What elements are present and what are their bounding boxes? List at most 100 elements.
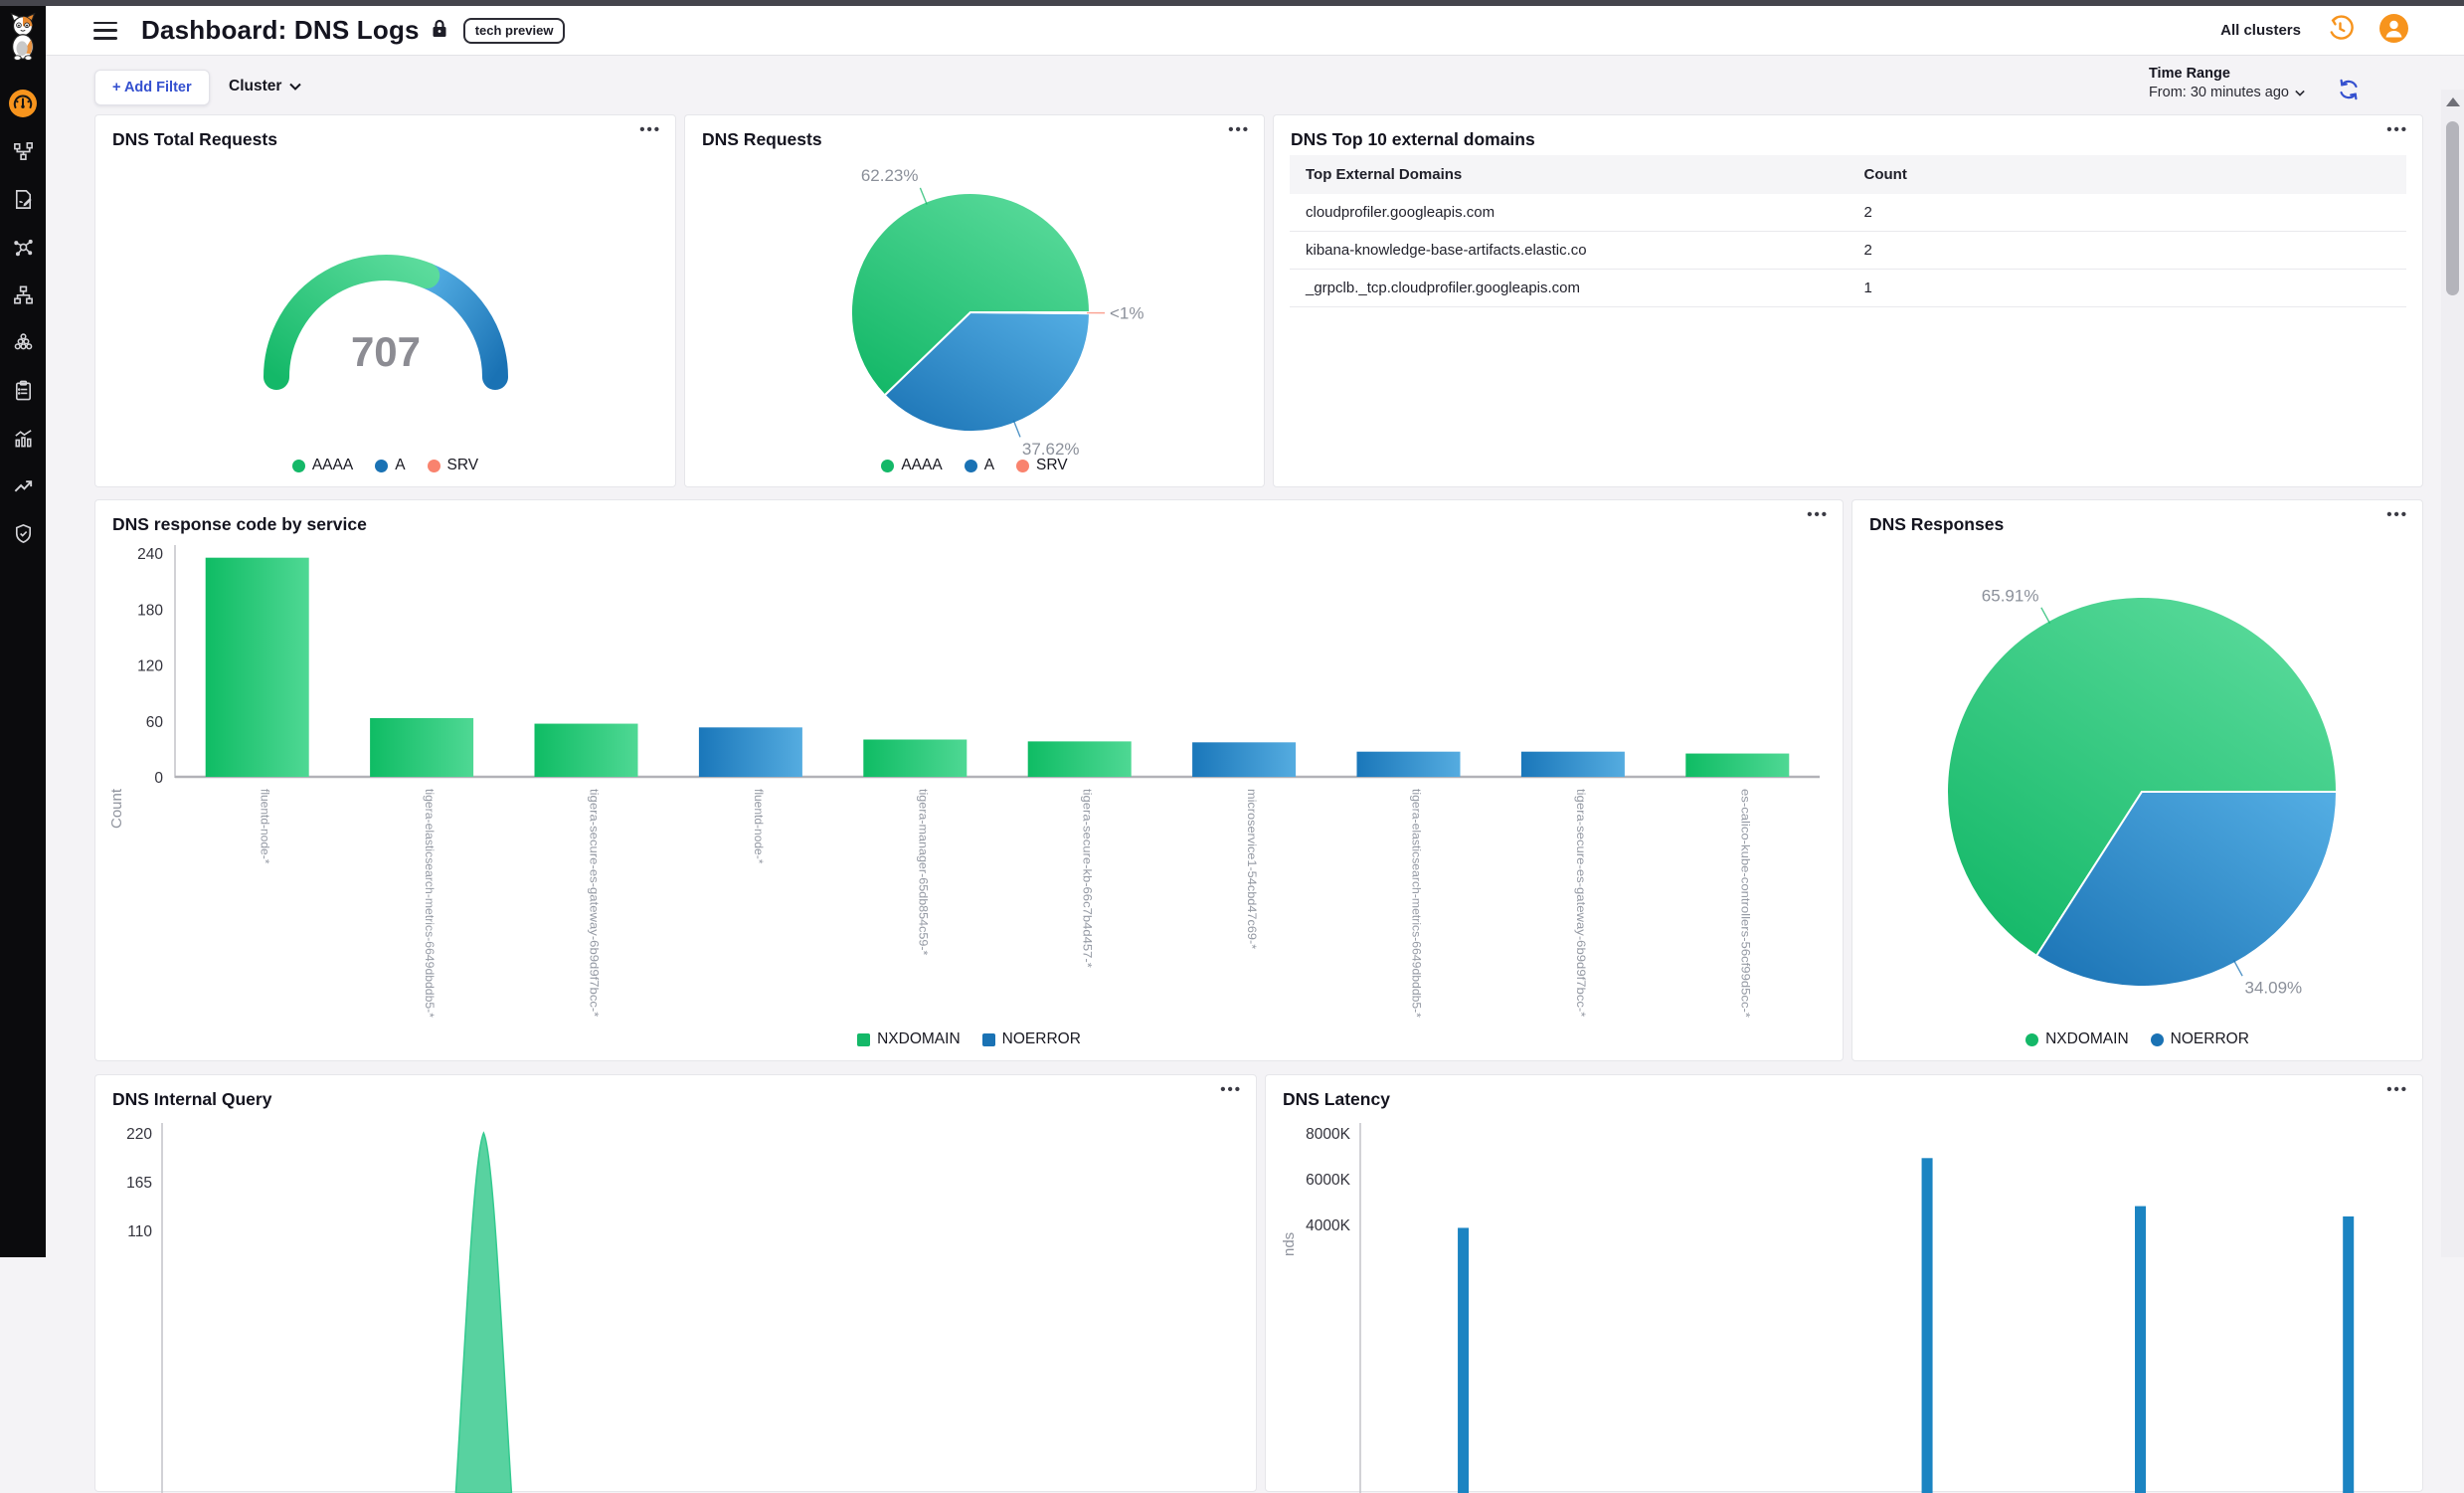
gauge-arc-a[interactable] [427, 276, 495, 377]
x-category-label: tigera-elasticsearch-metrics-6649dbddb5-… [1410, 789, 1424, 1018]
latency-bar[interactable] [2135, 1207, 2146, 1493]
scrollbar-up-arrow[interactable] [2446, 97, 2460, 106]
legend-item[interactable]: NXDOMAIN [2025, 1030, 2129, 1048]
calico-cat-logo[interactable] [5, 12, 41, 67]
sidebar-item-network-sets[interactable] [8, 280, 38, 309]
bar-tigera-elasticsearch-metrics-6649dbddb5-*[interactable] [370, 718, 473, 777]
bar-fluentd-node-*[interactable] [699, 727, 802, 777]
legend-marker [1016, 460, 1029, 472]
y-tick-label: 110 [127, 1223, 152, 1240]
window-top-strip [0, 0, 2464, 6]
panel-options-button[interactable]: ••• [2386, 121, 2408, 138]
legend-item[interactable]: NOERROR [2151, 1030, 2249, 1048]
hamburger-menu-icon[interactable] [93, 22, 117, 40]
legend-label: AAAA [312, 457, 353, 474]
x-category-label: tigera-manager-65db854c59-* [916, 789, 930, 956]
legend-marker [881, 460, 894, 472]
panel-options-button[interactable]: ••• [2386, 506, 2408, 523]
pie-percent-label: 34.09% [2245, 979, 2303, 998]
bar-tigera-manager-65db854c59-*[interactable] [863, 740, 967, 778]
legend-marker [2025, 1033, 2038, 1046]
scrollbar-thumb[interactable] [2446, 121, 2459, 295]
legend-item[interactable]: NXDOMAIN [857, 1030, 961, 1048]
latency-bar[interactable] [1458, 1227, 1469, 1493]
legend-marker [965, 460, 977, 472]
latency-bar[interactable] [2343, 1216, 2354, 1493]
table-column-header: Count [1848, 155, 2407, 194]
legend-item[interactable]: SRV [1016, 457, 1068, 474]
sidebar-item-compliance[interactable] [8, 375, 38, 405]
bar-tigera-secure-es-gateway-6b9d9f7bcc-*[interactable] [1521, 752, 1625, 777]
panel-options-button[interactable]: ••• [639, 121, 661, 138]
legend-item[interactable]: AAAA [292, 457, 353, 474]
trend-arrow-icon [12, 474, 35, 497]
latency-bar[interactable] [1922, 1158, 1933, 1493]
area-series-spike[interactable] [455, 1133, 511, 1493]
panel-title: DNS Latency [1283, 1089, 1390, 1110]
filter-bar: + Add Filter Cluster Time Range From: 30… [46, 56, 2464, 114]
sidebar-item-security[interactable] [8, 518, 38, 548]
vertical-scrollbar [2441, 90, 2464, 1257]
table-cell: 2 [1848, 194, 2407, 232]
bar-tigera-elasticsearch-metrics-6649dbddb5-*[interactable] [1357, 752, 1461, 777]
x-category-label: tigera-secure-es-gateway-6b9d9f7bcc-* [1574, 789, 1588, 1018]
cluster-filter-dropdown[interactable]: Cluster [229, 78, 301, 95]
bar-microservice1-54cbd47c69-*[interactable] [1192, 742, 1296, 777]
bar-fluentd-node-*[interactable] [206, 558, 309, 777]
pie-label-leader [2041, 608, 2050, 624]
legend-marker [375, 460, 388, 472]
panel-options-button[interactable]: ••• [1228, 121, 1250, 138]
lock-icon [432, 19, 447, 43]
legend-label: AAAA [901, 457, 942, 474]
sidebar-item-dashboard[interactable] [8, 89, 38, 118]
legend-item[interactable]: AAAA [881, 457, 942, 474]
pie-chart: 62.23%37.62%<1% [685, 115, 1266, 488]
bar-es-calico-kube-controllers-56cf99d5cc-*[interactable] [1685, 754, 1789, 777]
bar-chart-trend-icon [12, 427, 35, 450]
bar-tigera-secure-kb-66c7b4d457-*[interactable] [1028, 741, 1132, 777]
legend-item[interactable]: A [965, 457, 994, 474]
sidebar-item-service-graph[interactable] [8, 232, 38, 262]
time-range-value: From: 30 minutes ago [2149, 85, 2289, 100]
sidebar-item-policies[interactable] [8, 184, 38, 214]
y-axis-title: Count [108, 788, 125, 829]
legend-item[interactable]: A [375, 457, 405, 474]
table-row: _grpclb._tcp.cloudprofiler.googleapis.co… [1290, 270, 2406, 307]
table-column-header: Top External Domains [1290, 155, 1848, 194]
bar-tigera-secure-es-gateway-6b9d9f7bcc-*[interactable] [535, 724, 638, 777]
panel-title: DNS Responses [1869, 514, 2004, 535]
y-tick-label: 180 [137, 602, 163, 619]
history-icon[interactable] [2327, 15, 2354, 47]
sidebar-item-clusters[interactable] [8, 327, 38, 357]
legend-label: A [984, 457, 994, 474]
panel-title: DNS response code by service [112, 514, 367, 535]
user-avatar[interactable] [2379, 14, 2408, 48]
x-category-label: es-calico-kube-controllers-56cf99d5cc-* [1738, 789, 1752, 1018]
y-tick-label: 8000K [1306, 1126, 1350, 1143]
legend-item[interactable]: NOERROR [982, 1030, 1081, 1048]
legend-marker [2151, 1033, 2164, 1046]
sidebar-item-topology[interactable] [8, 136, 38, 166]
panel-options-button[interactable]: ••• [1807, 506, 1829, 523]
y-axis-title-fragment: nds [1281, 1232, 1298, 1256]
sidebar-item-metrics[interactable] [8, 423, 38, 453]
sidebar-item-trends[interactable] [8, 470, 38, 500]
panel-options-button[interactable]: ••• [1220, 1081, 1242, 1098]
legend-label: NOERROR [2171, 1030, 2249, 1048]
pie-label-leader [2234, 960, 2243, 976]
pie-slice-SRV[interactable] [970, 312, 1090, 313]
refresh-icon[interactable] [2337, 78, 2361, 106]
legend-item[interactable]: SRV [428, 457, 479, 474]
panel-options-button[interactable]: ••• [2386, 1081, 2408, 1098]
cluster-selector[interactable]: All clusters [2220, 22, 2301, 39]
time-range-selector[interactable]: Time Range From: 30 minutes ago [2149, 66, 2305, 100]
table-cell: kibana-knowledge-base-artifacts.elastic.… [1290, 232, 1848, 270]
add-filter-button[interactable]: + Add Filter [94, 70, 210, 105]
topology-icon [12, 140, 35, 163]
